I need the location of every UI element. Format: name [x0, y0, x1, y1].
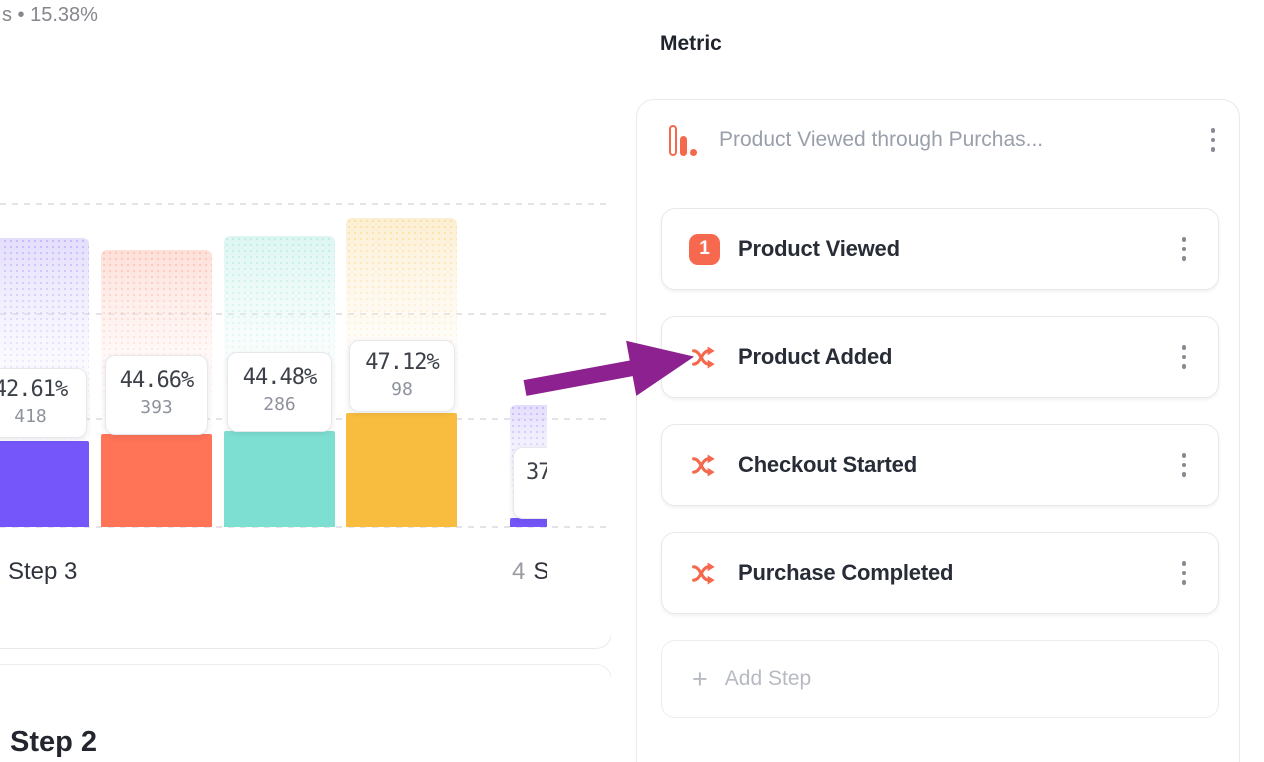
breakdown-section-heading: Step 2 — [10, 726, 98, 758]
breakdown-section-card — [0, 664, 612, 762]
bar-converted-region — [346, 413, 457, 527]
step-number: 4 — [512, 558, 526, 585]
funnel-step-row-4[interactable]: Purchase Completed — [661, 532, 1219, 614]
step-name: S — [533, 558, 547, 585]
conversion-count: 286 — [263, 394, 296, 415]
conversion-pct: 44.66% — [119, 368, 194, 393]
metric-config-panel: Metric Product Viewed through Purchas...… — [611, 0, 1264, 762]
step-name: Step 3 — [8, 558, 78, 585]
bar-converted-region — [224, 431, 335, 527]
shuffle-icon — [689, 342, 720, 373]
add-step-label: Add Step — [724, 667, 812, 690]
x-axis-label-step3: Step 3 — [8, 558, 77, 586]
step-label: Checkout Started — [738, 452, 917, 477]
funnel-bar-step3-segment1[interactable] — [0, 238, 89, 527]
bar-value-label: 44.66% 393 — [105, 355, 208, 435]
conversion-count: 393 — [140, 397, 173, 418]
kebab-menu-icon[interactable] — [1180, 341, 1189, 373]
gridline-axis-baseline — [0, 526, 610, 528]
bar-converted-region — [510, 518, 547, 527]
conversion-count: 98 — [391, 379, 413, 400]
add-step-button[interactable]: + Add Step — [661, 640, 1219, 718]
bar-value-label: 44.48% 286 — [227, 352, 332, 432]
funnel-step-row-2[interactable]: Product Added — [661, 316, 1219, 398]
step-label: Product Viewed — [738, 236, 900, 261]
kebab-menu-icon[interactable] — [1180, 233, 1189, 265]
chart-header-partial-text: s • 15.38% — [2, 4, 98, 26]
funnel-step-row-1[interactable]: 1 Product Viewed — [661, 208, 1219, 290]
funnel-step-row-3[interactable]: Checkout Started — [661, 424, 1219, 506]
conversion-pct: 47.12% — [365, 350, 439, 375]
shuffle-icon — [689, 558, 720, 589]
plus-icon: + — [692, 663, 708, 694]
bar-converted-region — [101, 434, 212, 527]
conversion-pct: 42.61% — [0, 377, 68, 402]
shuffle-icon — [689, 450, 720, 481]
bar-value-label-partial: 37 — [513, 447, 547, 519]
kebab-menu-icon[interactable] — [1180, 557, 1189, 589]
conversion-count: 418 — [14, 406, 47, 427]
kebab-menu-icon[interactable] — [1180, 449, 1189, 481]
annotation-arrow — [523, 340, 695, 396]
gridline — [0, 203, 610, 205]
step-label: Purchase Completed — [738, 560, 954, 585]
bar-value-label: 42.61% 418 — [0, 368, 87, 438]
step-number-badge: 1 — [689, 233, 720, 265]
metric-card-header[interactable]: Product Viewed through Purchas... — [669, 117, 1217, 163]
bar-value-label: 47.12% 98 — [349, 340, 455, 412]
bar-converted-region — [0, 441, 89, 527]
step-label: Product Added — [738, 344, 893, 369]
metric-title[interactable]: Product Viewed through Purchas... — [719, 128, 1044, 151]
funnel-chart-icon — [669, 124, 697, 156]
conversion-pct: 37 — [526, 460, 547, 485]
funnel-plot-area: 42.61% 418 44.66% 393 44.48% 286 47.12% … — [0, 0, 547, 648]
kebab-menu-icon[interactable] — [1209, 124, 1218, 156]
panel-heading: Metric — [660, 32, 722, 55]
conversion-pct: 44.48% — [242, 365, 317, 390]
